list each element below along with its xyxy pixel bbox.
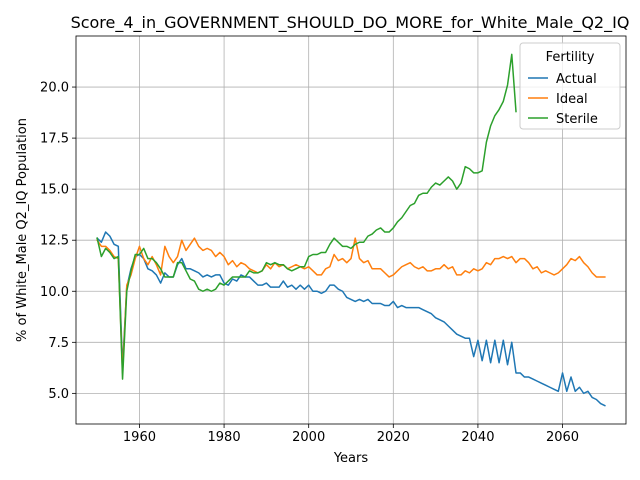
y-tick-label: 17.5 [40, 132, 69, 147]
y-axis-label: % of White_Male Q2_IQ Population [15, 118, 30, 342]
series-line-ideal [96, 237, 606, 374]
legend-entries: Actual Ideal Sterile [528, 72, 598, 127]
y-tick-label: 7.5 [48, 336, 69, 351]
x-tick-label: 2060 [546, 430, 579, 445]
series-lines [96, 53, 606, 407]
series-line-sterile [96, 53, 517, 380]
legend-label-actual: Actual [556, 72, 597, 87]
x-axis-ticks: 1960 1980 2000 2020 2040 2060 [123, 424, 579, 445]
legend-label-ideal: Ideal [556, 92, 588, 107]
y-tick-label: 10.0 [40, 285, 69, 300]
series-line-actual [96, 231, 606, 407]
x-tick-label: 1980 [208, 430, 241, 445]
y-tick-label: 15.0 [40, 183, 69, 198]
y-axis-ticks: 5.0 7.5 10.0 12.5 15.0 17.5 20.0 [40, 81, 76, 402]
y-tick-label: 5.0 [48, 387, 69, 402]
y-tick-label: 20.0 [40, 81, 69, 96]
legend-box [519, 42, 621, 130]
plot-frame [75, 35, 627, 425]
x-tick-label: 2040 [461, 430, 494, 445]
x-axis-label: Years [333, 451, 369, 466]
y-tick-label: 12.5 [40, 234, 69, 249]
x-tick-label: 1960 [123, 430, 156, 445]
x-tick-label: 2000 [292, 430, 325, 445]
x-tick-label: 2020 [377, 430, 410, 445]
legend: Fertility Actual Ideal Sterile [519, 42, 621, 130]
legend-title: Fertility [546, 50, 595, 65]
legend-label-sterile: Sterile [556, 112, 598, 127]
chart-title: Score_4_in_GOVERNMENT_SHOULD_DO_MORE_for… [71, 13, 630, 33]
